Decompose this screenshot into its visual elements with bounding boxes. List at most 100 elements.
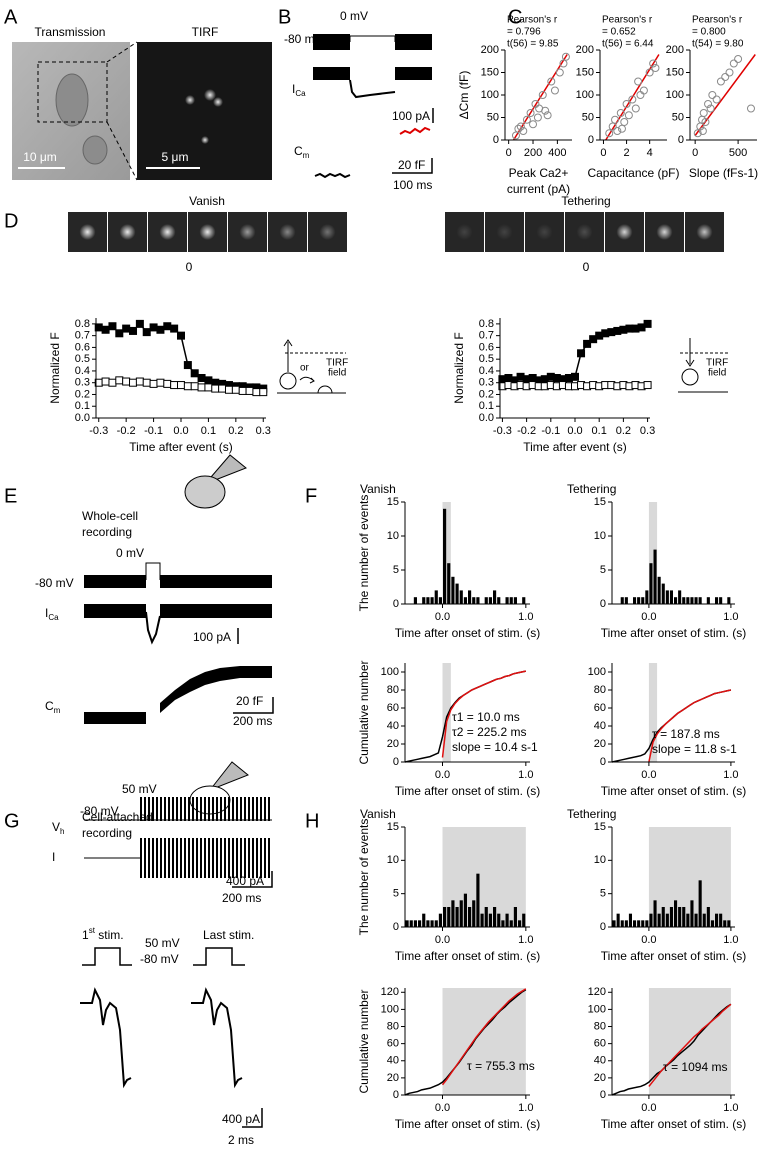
y-tick-label: 50 — [582, 111, 594, 123]
histogram-bar — [616, 913, 620, 927]
scatter-point — [708, 91, 717, 99]
x-tick-label: 0.0 — [641, 934, 656, 946]
histogram-bar — [678, 907, 682, 927]
x-tick-label: 1.0 — [518, 769, 533, 781]
panel-b: -80 mV 0 mV ICa 100 pA Cm 20 fF 100 ms — [284, 9, 434, 192]
annotation: τ = 187.8 ms — [652, 727, 720, 741]
scale-label: 400 pA — [222, 1112, 260, 1126]
chart: 0 20 40 60 80 100 0.0 1.0 Time after onset of st… — [588, 663, 746, 798]
annotation: τ2 = 225.2 ms — [452, 725, 526, 739]
fused-vesicle — [317, 385, 333, 394]
voltage-trace — [395, 34, 432, 50]
y-tick-label: 10 — [594, 854, 606, 866]
panel-letter: C — [508, 6, 522, 28]
y-tick-label: 20 — [387, 738, 399, 750]
y-tick-label: 15 — [387, 821, 399, 833]
y-tick-label: 0.5 — [479, 353, 494, 365]
x-tick-label: 0.1 — [201, 425, 216, 437]
y-tick-label: 120 — [381, 986, 399, 998]
data-marker — [190, 382, 199, 391]
x-tick-label: -0.3 — [493, 425, 512, 437]
histogram-bar — [493, 590, 497, 604]
schematic-label: field — [708, 368, 726, 379]
y-axis-label: The number of events — [357, 819, 371, 936]
data-marker — [170, 324, 179, 333]
trace-label: C — [45, 699, 54, 713]
histogram-bar — [669, 590, 673, 604]
y-tick-label: 80 — [387, 1020, 399, 1032]
y-tick-label: 100 — [481, 89, 499, 101]
histogram-bar — [422, 597, 426, 604]
histogram-bar — [723, 920, 727, 927]
histogram-bar — [468, 590, 472, 604]
chart-title: Tethering — [567, 482, 616, 496]
y-tick-label: 100 — [588, 1003, 606, 1015]
y-tick-label: 0 — [678, 134, 684, 146]
x-tick-label: 1.0 — [723, 1102, 738, 1114]
histogram-bar — [468, 907, 472, 927]
y-tick-label: 60 — [387, 1038, 399, 1050]
chart: 0 20 40 60 80 100 120 0.0 1.0 Time after onset of… — [357, 986, 540, 1131]
current-trace — [395, 67, 432, 80]
schematic-vanish: or TIRF field — [277, 339, 348, 394]
x-tick-label: 1.0 — [518, 934, 533, 946]
data-marker — [129, 326, 138, 335]
scatter-point — [514, 124, 523, 133]
panel-letter: A — [4, 6, 18, 28]
chart-title: Tethering — [567, 807, 616, 821]
scatter-point — [519, 127, 528, 135]
panel-title: recording — [82, 525, 132, 539]
x-axis-label: Time after event (s) — [129, 440, 233, 454]
histogram-bar — [694, 913, 698, 927]
panel-letter: G — [4, 810, 20, 832]
histogram-bar — [698, 880, 702, 927]
data-marker — [204, 376, 213, 385]
scatter-point — [620, 118, 629, 126]
histogram-bar — [413, 920, 417, 927]
x-axis-label: Time after onset of stim. (s) — [601, 1117, 747, 1131]
y-tick-label: 0.4 — [75, 365, 90, 377]
fluorescent-spot — [279, 224, 296, 240]
y-tick-label: 0.6 — [75, 341, 90, 353]
scatter-point — [698, 127, 707, 135]
x-axis-label: Time after onset of stim. (s) — [395, 784, 541, 798]
y-tick-label: 100 — [666, 89, 684, 101]
trace-label: Ca — [295, 89, 306, 98]
x-tick-label: 0 — [506, 147, 512, 159]
trace-label: I — [45, 606, 48, 620]
data-marker — [170, 381, 179, 390]
histogram-bar — [447, 907, 451, 927]
x-axis-label: Time after onset of stim. (s) — [601, 626, 747, 640]
arrow — [685, 338, 695, 367]
histogram-bar — [522, 597, 526, 604]
fluorescent-spot — [496, 224, 513, 240]
histogram-bar — [678, 590, 682, 604]
panel-title: Cell-attached — [82, 810, 153, 824]
spot — [204, 89, 216, 101]
annotation: Pearson's r — [507, 15, 558, 26]
histogram-bar — [426, 597, 430, 604]
scatter-point — [616, 109, 625, 117]
y-tick-label: 200 — [481, 44, 499, 56]
x-axis-label: current (pA) — [507, 182, 570, 196]
histogram-bar — [518, 920, 522, 927]
histogram-bar — [612, 920, 616, 927]
trace-label: 0 mV — [340, 9, 368, 23]
scatter-point — [529, 120, 538, 129]
chart: 0 20 40 60 80 100 0.0 1.0 Time after onset of st… — [357, 660, 540, 798]
panel-letters: A B C D E F G H — [4, 6, 522, 832]
trace-label: C — [294, 144, 303, 158]
fluorescent-spot — [119, 224, 136, 240]
y-axis-label: Normalized F — [48, 332, 62, 403]
histogram-bar — [472, 597, 476, 604]
histogram-bar — [698, 597, 702, 604]
histogram-bar — [451, 900, 455, 927]
trace-label: 1st stim. — [82, 926, 124, 942]
trace-label: m — [54, 706, 61, 715]
y-tick-label: 40 — [387, 720, 399, 732]
chart: 0 5 10 15 0.0 1.0 Time after onset of stim. (s… — [567, 807, 746, 963]
scatter-point — [538, 91, 547, 99]
histogram-bar — [459, 590, 463, 604]
x-tick-label: 0.1 — [592, 425, 607, 437]
pipette — [204, 454, 247, 485]
